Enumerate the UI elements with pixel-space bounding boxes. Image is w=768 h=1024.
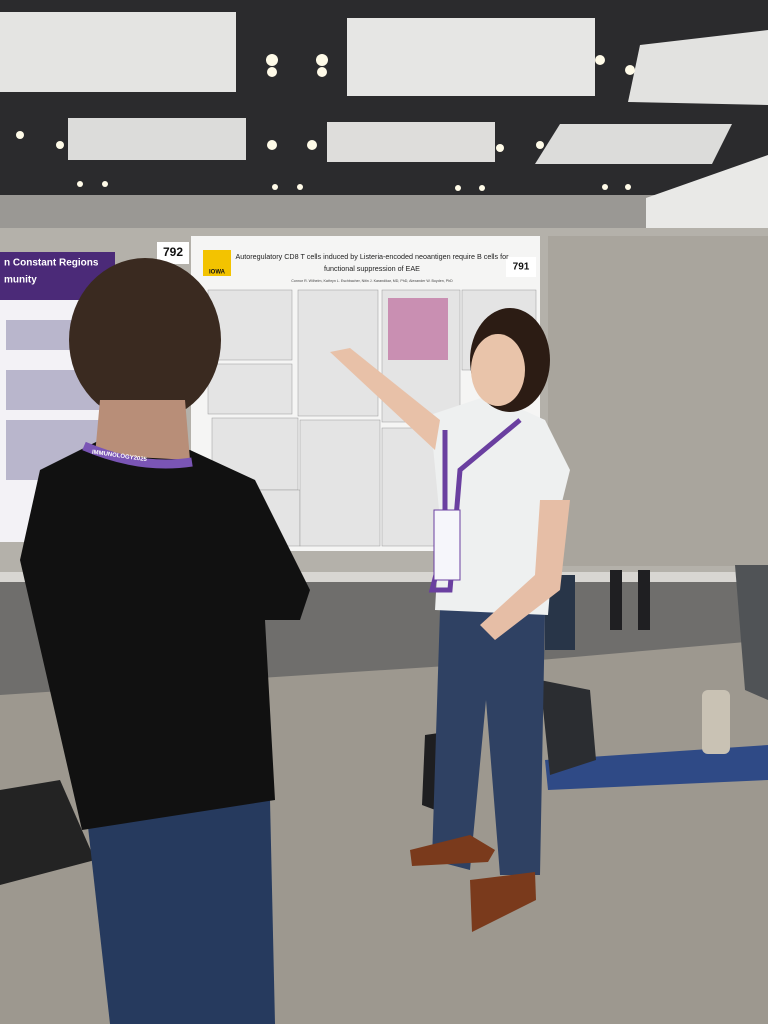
foreground-neck — [95, 400, 190, 460]
presenter-arm — [330, 348, 440, 450]
poster-authors: Connor R. Wilhelm, Kathryn L. Eschbacher… — [291, 279, 453, 283]
iowa-logo-text: IOWA — [209, 270, 226, 276]
foreground-jeans — [85, 800, 275, 1024]
left-poster-heading: n Constant Regions — [4, 258, 99, 269]
poster-board-panel — [548, 236, 768, 566]
bag — [0, 780, 95, 885]
ceiling-panel — [535, 124, 732, 164]
presenter-arm — [480, 500, 570, 640]
ceiling-lights — [16, 54, 635, 191]
wall-column — [646, 155, 768, 228]
board-frame — [0, 572, 768, 582]
background-person-leg — [735, 565, 768, 700]
background-person-leg — [638, 570, 650, 630]
ceiling-panel — [68, 118, 246, 160]
presenter-shoe — [410, 835, 495, 866]
poster-title: functional suppression of EAE — [324, 264, 420, 273]
poster-histology — [388, 298, 448, 360]
left-poster-heading: munity — [4, 275, 37, 286]
foreground-lanyard — [82, 441, 193, 469]
ceiling-panel — [628, 30, 768, 105]
presenter-shoe — [470, 872, 536, 932]
background-person-leg — [610, 570, 622, 630]
presenter-badge — [433, 509, 461, 581]
poster-tube — [545, 745, 768, 790]
ceiling-panel — [327, 122, 495, 162]
board-number: 792 — [163, 245, 183, 259]
board-number: 791 — [513, 262, 530, 273]
backpack — [540, 680, 596, 775]
iowa-logo — [203, 250, 231, 276]
water-bottle — [702, 690, 730, 754]
ceiling-panel — [0, 12, 236, 92]
presenter-shirt — [430, 395, 570, 615]
foreground-hair — [69, 258, 221, 422]
presenter-jeans — [432, 610, 545, 875]
foreground-shirt — [20, 440, 310, 830]
presenter-face — [471, 334, 525, 406]
ceiling-panel — [347, 18, 595, 96]
board-number-tag — [157, 242, 189, 264]
poster-title: Autoregulatory CD8 T cells induced by Li… — [235, 252, 509, 261]
board-number-tag — [506, 257, 536, 277]
